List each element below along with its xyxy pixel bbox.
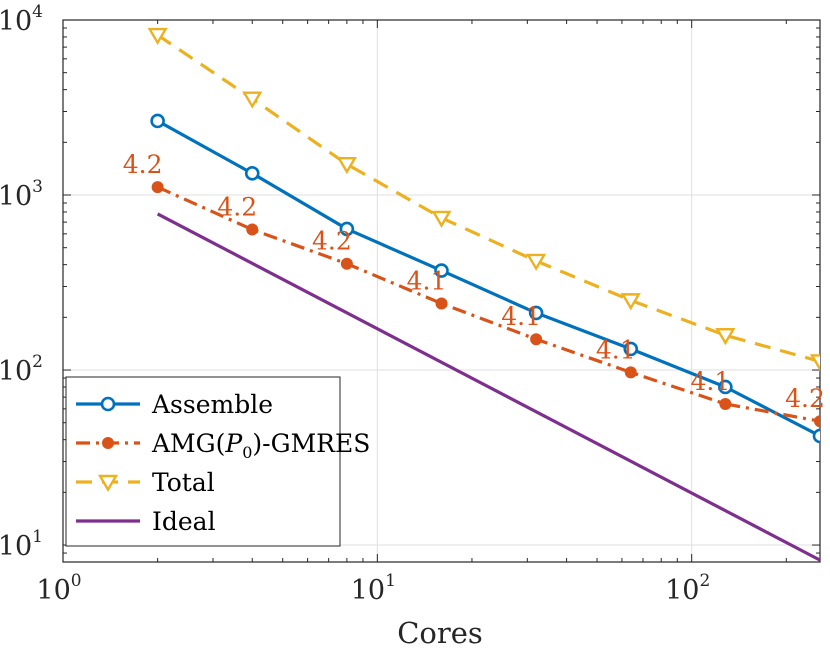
data-point (814, 415, 820, 428)
data-point (244, 166, 260, 181)
y-tick-label: 101 (0, 527, 43, 562)
data-point (340, 257, 353, 270)
y-tick-base: 10 (0, 181, 32, 212)
x-axis-label: Cores (397, 616, 483, 650)
y-tick-label: 103 (0, 177, 43, 212)
x-tick-exponent: 2 (699, 571, 710, 591)
data-point (151, 181, 164, 194)
data-point (719, 397, 732, 410)
series-assemble (150, 113, 820, 444)
data-point (150, 113, 165, 129)
y-tick-base: 10 (0, 531, 32, 562)
x-tick-exponent: 1 (385, 571, 396, 591)
legend-label: Assemble (151, 390, 273, 419)
series-ideal (156, 212, 820, 562)
series-amg-p0-gmres (151, 181, 820, 428)
y-tick-exponent: 4 (32, 2, 43, 22)
data-label: 4.2 (785, 384, 825, 413)
data-label: 4.1 (501, 302, 541, 331)
x-tick-exponent: 0 (71, 571, 82, 591)
data-point (526, 253, 547, 271)
y-tick-exponent: 3 (32, 177, 43, 197)
data-point (147, 27, 168, 46)
data-point (339, 221, 355, 237)
legend-entry: Assemble (76, 390, 273, 419)
data-point (715, 328, 736, 346)
data-point (623, 341, 639, 357)
data-point (809, 354, 820, 372)
axes-box (62, 19, 821, 563)
series-line (156, 33, 820, 363)
legend-marker (97, 474, 119, 492)
data-point (435, 297, 448, 310)
data-point (336, 156, 357, 175)
data-labels: 4.2 4.2 4.2 4.1 4.1 4.1 4.1 4.2 (123, 150, 825, 413)
data-point (812, 428, 820, 444)
series-line (156, 185, 820, 423)
data-label: 4.1 (690, 367, 730, 396)
x-tick-label: 102 (665, 571, 710, 606)
x-tick-base: 10 (351, 575, 385, 606)
y-tick-label: 104 (0, 2, 43, 37)
data-label: 4.1 (596, 335, 636, 364)
data-point (431, 210, 452, 228)
y-tick-exponent: 2 (32, 352, 43, 372)
x-tick-base: 10 (665, 575, 699, 606)
x-tick-base: 10 (36, 575, 70, 606)
data-point (620, 293, 641, 311)
data-point (528, 305, 544, 321)
series-line (156, 212, 820, 562)
data-point (624, 366, 637, 379)
series-line (156, 119, 820, 438)
data-point (718, 379, 733, 395)
data-point (246, 223, 259, 236)
y-tick-exponent: 1 (32, 527, 43, 547)
data-point (434, 263, 449, 278)
legend-entry: Total (76, 468, 215, 497)
series-area (147, 27, 820, 562)
legend-entry: AMG(P0)-GMRES (76, 429, 370, 462)
data-point (242, 91, 263, 109)
y-tick-base: 10 (0, 6, 32, 37)
legend-label: AMG(P0)-GMRES (151, 429, 370, 462)
legend-marker (100, 396, 116, 412)
legend-marker (102, 437, 114, 449)
data-label: 4.1 (407, 266, 447, 295)
legend-label: Total (152, 468, 215, 497)
data-point (530, 333, 543, 346)
legend: Assemble AMG(P0)-GMRES Total Ideal (65, 376, 370, 547)
data-label: 4.2 (312, 227, 352, 256)
y-tick-label: 102 (0, 352, 43, 387)
data-label: 4.2 (123, 150, 163, 179)
x-tick-label: 101 (351, 571, 396, 606)
x-tick-label: 100 (36, 571, 81, 606)
series-total (147, 27, 820, 372)
legend-label: Ideal (152, 507, 216, 536)
legend-entry: Ideal (76, 507, 216, 536)
y-tick-base: 10 (0, 356, 32, 387)
data-label: 4.2 (217, 193, 257, 222)
